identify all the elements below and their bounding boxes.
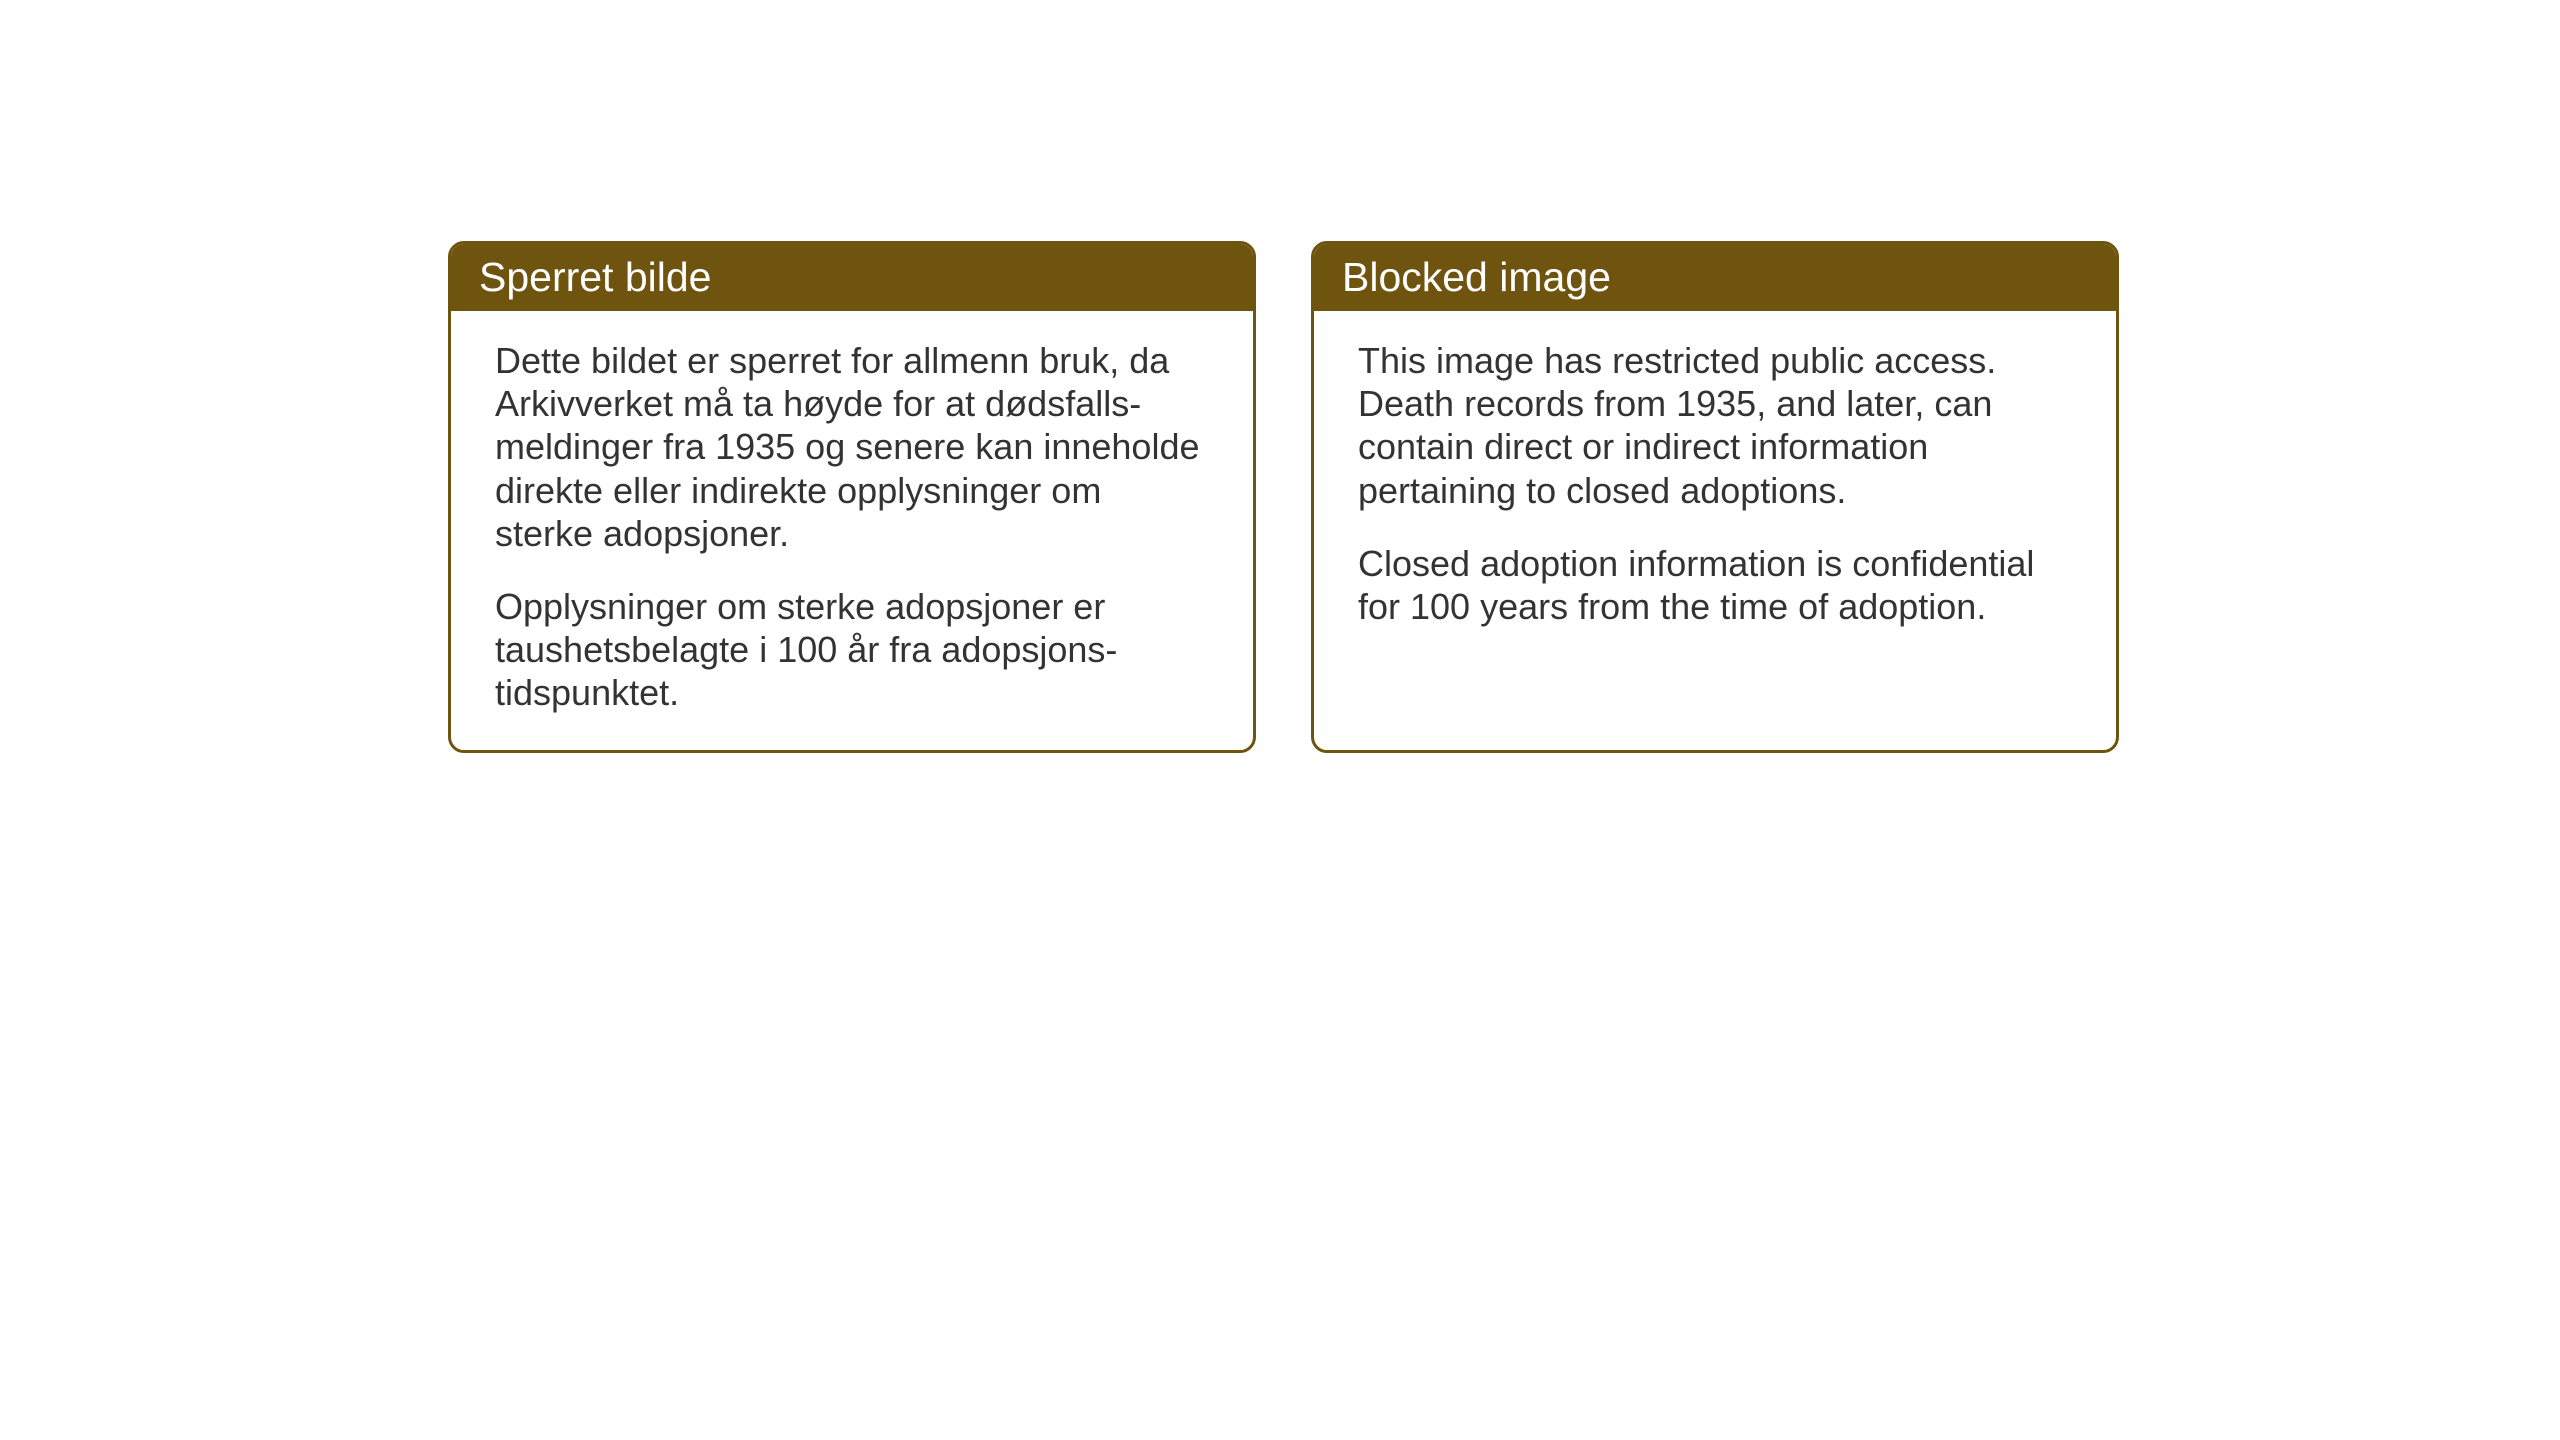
card-norwegian-header: Sperret bilde [451, 244, 1253, 311]
card-english-title: Blocked image [1342, 254, 1611, 300]
card-norwegian-body: Dette bildet er sperret for allmenn bruk… [451, 311, 1253, 753]
card-norwegian: Sperret bilde Dette bildet er sperret fo… [448, 241, 1256, 753]
card-english-paragraph-2: Closed adoption information is confident… [1358, 542, 2072, 628]
card-english-body: This image has restricted public access.… [1314, 311, 2116, 666]
card-english-header: Blocked image [1314, 244, 2116, 311]
card-english-paragraph-1: This image has restricted public access.… [1358, 339, 2072, 512]
card-norwegian-title: Sperret bilde [479, 254, 711, 300]
card-english: Blocked image This image has restricted … [1311, 241, 2119, 753]
cards-container: Sperret bilde Dette bildet er sperret fo… [448, 241, 2119, 753]
card-norwegian-paragraph-2: Opplysninger om sterke adopsjoner er tau… [495, 585, 1209, 715]
card-norwegian-paragraph-1: Dette bildet er sperret for allmenn bruk… [495, 339, 1209, 555]
